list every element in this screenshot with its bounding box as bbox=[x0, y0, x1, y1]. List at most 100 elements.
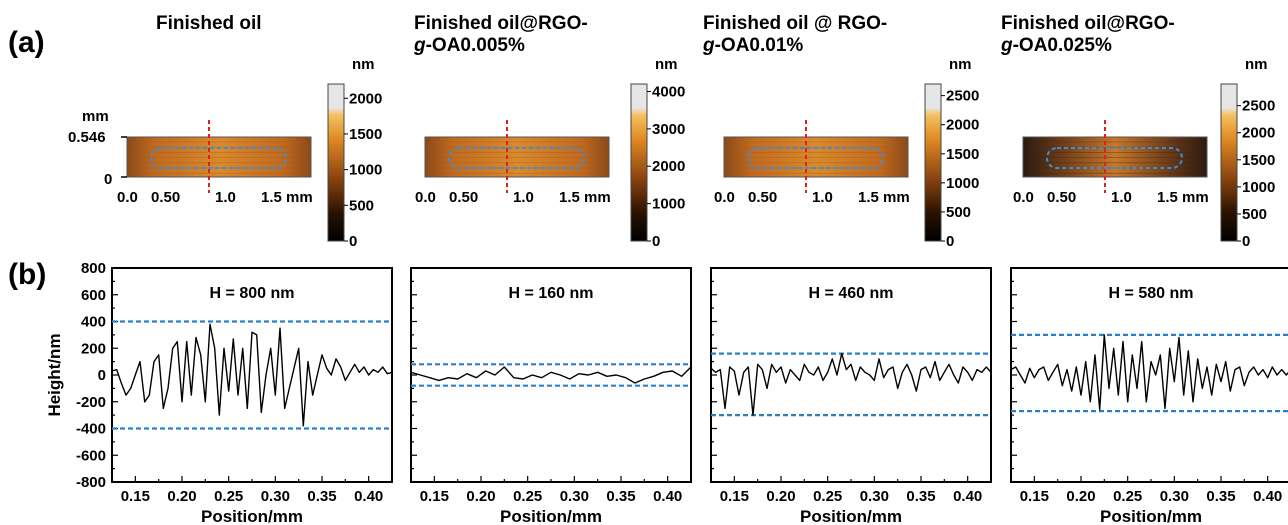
colorbar-tick: 2500 bbox=[946, 88, 979, 105]
x-axis-label: Position/mm bbox=[800, 507, 902, 525]
map-title: Finished oil bbox=[156, 13, 262, 34]
colorbar-tick: 4000 bbox=[652, 83, 685, 100]
colorbar-tick: 500 bbox=[946, 204, 971, 221]
height-map-4: Finished oil@RGO-g-OA0.025% 0.0 0.50 1.0 1.5… bbox=[1000, 13, 1275, 250]
x-tick-label: 0.40 bbox=[953, 488, 982, 505]
map-title-line: Finished oil@RGO- bbox=[1001, 13, 1175, 34]
map-x-tick: 0.50 bbox=[1047, 189, 1076, 206]
x-tick-label: 0.35 bbox=[906, 488, 935, 505]
colorbar-tick: 3000 bbox=[652, 121, 685, 138]
height-map-image bbox=[723, 136, 909, 178]
map-title: Finished oil@RGO-g-OA0.025% bbox=[1000, 13, 1175, 56]
height-profiles: 800 600 400 200 0 -200 -400 -600 -800 Height/nm 0.… bbox=[45, 260, 1288, 525]
x-tick-label: 0.30 bbox=[261, 488, 290, 505]
map-x-tick: 0.0 bbox=[1013, 189, 1034, 206]
colorbar-tick: 500 bbox=[349, 197, 374, 214]
y-tick-label: -800 bbox=[76, 474, 106, 491]
y-tick-label: -600 bbox=[76, 447, 106, 464]
plot-frame bbox=[410, 267, 692, 483]
x-tick-label: 0.15 bbox=[420, 488, 449, 505]
x-tick-label: 0.20 bbox=[1066, 488, 1095, 505]
height-annotation: H = 580 nm bbox=[1109, 285, 1194, 302]
colorbar-unit: nm bbox=[1245, 56, 1268, 73]
colorbar-tick: 2000 bbox=[652, 158, 685, 175]
x-tick-label: 0.40 bbox=[1253, 488, 1282, 505]
colorbar-unit: nm bbox=[949, 56, 972, 73]
profile-plot-3: 0.15 0.20 0.25 0.30 0.35 0.40 Position/mm H = 4… bbox=[710, 267, 992, 525]
map-title-line: Finished oil bbox=[156, 13, 262, 34]
profile-plot-4: 0.15 0.20 0.25 0.30 0.35 0.40 Position/mm H = 5… bbox=[1010, 267, 1288, 525]
x-tick-label: 0.30 bbox=[860, 488, 889, 505]
x-tick-label: 0.40 bbox=[354, 488, 383, 505]
colorbar-tick: 1000 bbox=[652, 196, 685, 213]
height-maps: Finished oil 0.0 0.50 1.0 1.5 mm mm 0.546 0 nm 20… bbox=[68, 13, 1275, 250]
height-map-image bbox=[424, 136, 610, 178]
y-tick-label: 800 bbox=[81, 260, 106, 277]
map-title: Finished oil @ RGO-g-OA0.01% bbox=[702, 13, 887, 56]
x-tick-label: 0.25 bbox=[214, 488, 243, 505]
colorbar-tick: 0 bbox=[349, 233, 357, 250]
x-axis-label: Position/mm bbox=[1100, 507, 1202, 525]
x-tick-label: 0.20 bbox=[167, 488, 196, 505]
x-tick-label: 0.35 bbox=[606, 488, 635, 505]
x-axis-label: Position/mm bbox=[500, 507, 602, 525]
colorbar-tick: 2000 bbox=[349, 90, 382, 107]
x-tick-label: 0.35 bbox=[1206, 488, 1235, 505]
plot-frame bbox=[710, 267, 992, 483]
map-x-tick: 1.0 bbox=[1111, 189, 1132, 206]
map-y-tick: 0.546 bbox=[68, 129, 106, 146]
profile-plot-2: 0.15 0.20 0.25 0.30 0.35 0.40 Position/mm H = 1… bbox=[410, 267, 692, 525]
panel-label-b: (b) bbox=[8, 258, 46, 291]
map-title-line: g-OA0.025% bbox=[1000, 35, 1112, 56]
map-x-tick: 1.0 bbox=[215, 189, 236, 206]
height-map-2: Finished oil@RGO-g-OA0.005% 0.0 0.50 1.0 1.5… bbox=[413, 13, 685, 250]
colorbar-tick: 0 bbox=[1242, 233, 1250, 250]
map-x-tick: 1.5 mm bbox=[1157, 189, 1209, 206]
colorbar-tick: 2000 bbox=[946, 117, 979, 134]
wear-track-outline bbox=[747, 147, 884, 169]
colorbar-tick: 0 bbox=[946, 233, 954, 250]
plot-frame bbox=[111, 267, 393, 483]
colorbar-tick: 0 bbox=[652, 233, 660, 250]
map-x-tick: 1.5 mm bbox=[261, 189, 313, 206]
x-tick-label: 0.25 bbox=[1113, 488, 1142, 505]
x-tick-label: 0.40 bbox=[653, 488, 682, 505]
colorbar-tick: 1000 bbox=[349, 162, 382, 179]
height-profile-line bbox=[710, 352, 992, 416]
map-title-line: Finished oil@RGO- bbox=[414, 13, 588, 34]
height-profile-line bbox=[111, 323, 393, 427]
map-title-line: g-OA0.01% bbox=[702, 35, 803, 56]
height-annotation: H = 460 nm bbox=[809, 285, 894, 302]
colorbar-tick: 1500 bbox=[1242, 152, 1275, 169]
map-y-unit: mm bbox=[82, 108, 109, 125]
colorbar-tick: 2500 bbox=[1242, 98, 1275, 115]
colorbar bbox=[924, 83, 942, 242]
x-tick-label: 0.20 bbox=[466, 488, 495, 505]
colorbar-tick: 2000 bbox=[1242, 125, 1275, 142]
x-axis-label: Position/mm bbox=[201, 507, 303, 525]
height-map-3: Finished oil @ RGO-g-OA0.01% 0.0 0.50 1.0 1.… bbox=[702, 13, 979, 250]
colorbar-tick: 1500 bbox=[349, 126, 382, 143]
height-profile-line bbox=[410, 366, 692, 384]
colorbar-tick: 500 bbox=[1242, 206, 1267, 223]
x-tick-label: 0.35 bbox=[307, 488, 336, 505]
map-x-tick: 1.5 mm bbox=[559, 189, 611, 206]
map-x-tick: 0.50 bbox=[151, 189, 180, 206]
height-map-1: Finished oil 0.0 0.50 1.0 1.5 mm mm 0.546 0 nm 20… bbox=[68, 13, 382, 250]
y-tick-label: 200 bbox=[81, 340, 106, 357]
x-tick-label: 0.15 bbox=[1020, 488, 1049, 505]
colorbar-tick: 1000 bbox=[946, 175, 979, 192]
colorbar bbox=[630, 83, 648, 242]
map-x-tick: 0.0 bbox=[415, 189, 436, 206]
map-title-line: Finished oil @ RGO- bbox=[703, 13, 887, 34]
height-map-image bbox=[1022, 136, 1208, 178]
x-tick-label: 0.15 bbox=[121, 488, 150, 505]
x-tick-label: 0.30 bbox=[560, 488, 589, 505]
map-x-tick: 0.50 bbox=[449, 189, 478, 206]
y-axis-label: Height/nm bbox=[45, 333, 64, 416]
map-x-tick: 1.0 bbox=[812, 189, 833, 206]
x-tick-label: 0.25 bbox=[513, 488, 542, 505]
x-tick-label: 0.20 bbox=[766, 488, 795, 505]
y-tick-label: -200 bbox=[76, 394, 106, 411]
